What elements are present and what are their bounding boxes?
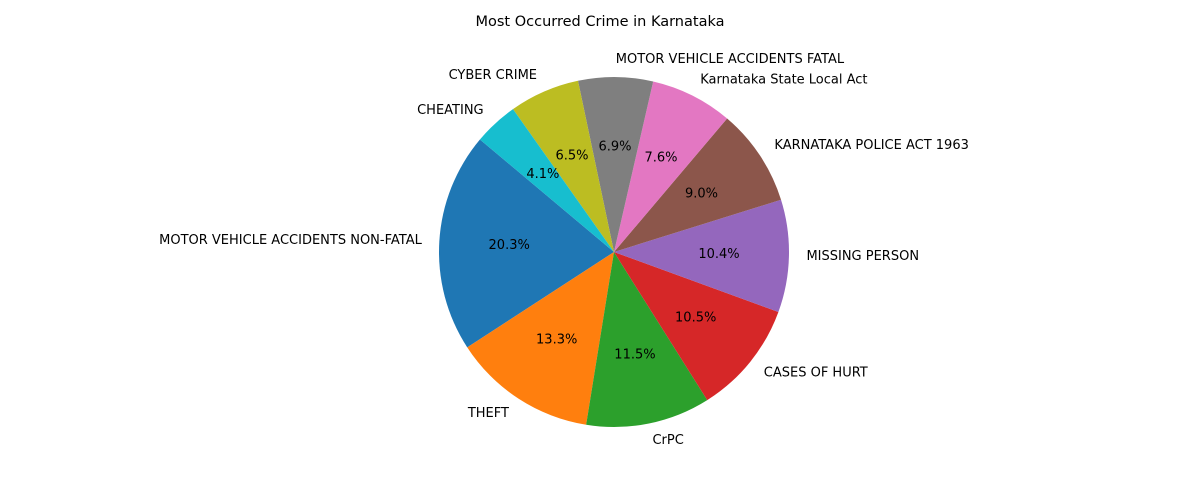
slice-category-label: Karnataka State Local Act [700, 72, 867, 87]
pie-slice [614, 118, 782, 252]
pie-slice [467, 252, 614, 425]
pie-slice [614, 252, 779, 401]
slice-category-label: CYBER CRIME [449, 68, 537, 83]
slice-percent-label: 6.9% [598, 140, 631, 155]
slice-percent-label: 7.6% [645, 151, 678, 166]
pie-slice [439, 139, 614, 348]
pie-slice [479, 109, 614, 252]
pie-slice [586, 252, 708, 427]
slice-percent-label: 11.5% [614, 347, 655, 362]
slice-category-label: KARNATAKA POLICE ACT 1963 [774, 138, 968, 153]
pie-slice [614, 81, 728, 252]
pie-slice [577, 77, 654, 252]
slice-percent-label: 6.5% [556, 148, 589, 163]
pie-slice [512, 80, 614, 252]
slice-category-label: MISSING PERSON [806, 249, 919, 264]
pie-slice [614, 199, 789, 312]
slice-percent-label: 9.0% [685, 186, 718, 201]
slice-category-label: CASES OF HURT [764, 365, 868, 380]
slice-category-label: MOTOR VEHICLE ACCIDENTS NON-FATAL [159, 233, 422, 248]
slice-percent-label: 10.4% [698, 247, 739, 262]
slice-percent-label: 20.3% [489, 238, 530, 253]
slice-category-label: CrPC [652, 433, 683, 448]
slice-percent-label: 13.3% [536, 332, 577, 347]
chart-title: Most Occurred Crime in Karnataka [475, 14, 725, 30]
slice-percent-label: 4.1% [526, 167, 559, 182]
slice-category-label: MOTOR VEHICLE ACCIDENTS FATAL [616, 52, 845, 67]
slice-category-label: CHEATING [417, 103, 484, 118]
slice-percent-label: 10.5% [675, 310, 716, 325]
slice-category-label: THEFT [467, 406, 509, 421]
